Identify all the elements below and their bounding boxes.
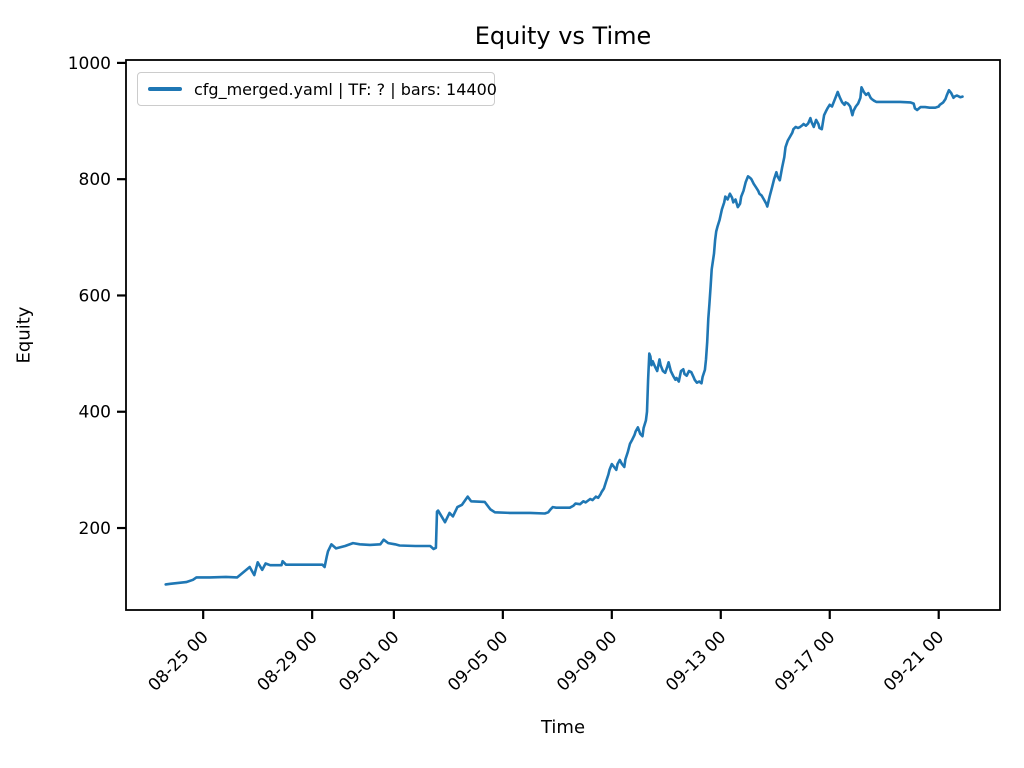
equity-line xyxy=(164,86,964,586)
legend: cfg_merged.yaml | TF: ? | bars: 14400 xyxy=(137,72,497,106)
legend-label: cfg_merged.yaml | TF: ? | bars: 14400 xyxy=(194,79,497,99)
axes-spines xyxy=(125,59,1001,611)
x-tick-label: 09-05 00 xyxy=(444,627,512,695)
legend-line-swatch xyxy=(148,87,182,91)
y-tick-label: 1000 xyxy=(68,54,111,74)
x-tick-label: 09-21 00 xyxy=(880,627,948,695)
x-tick-label: 09-17 00 xyxy=(771,627,839,695)
x-tick-label: 08-25 00 xyxy=(145,627,213,695)
y-tick-label: 200 xyxy=(79,519,111,539)
x-tick-label: 09-09 00 xyxy=(553,627,621,695)
chart-title: Equity vs Time xyxy=(474,22,652,50)
y-tick-label: 800 xyxy=(79,170,111,190)
x-tick-label: 09-01 00 xyxy=(335,627,403,695)
y-axis-label: Equity xyxy=(13,306,35,364)
x-axis-label: Time xyxy=(540,717,586,738)
x-tick-label: 08-29 00 xyxy=(253,627,321,695)
y-tick-label: 600 xyxy=(79,286,111,306)
y-tick-label: 400 xyxy=(79,403,111,423)
x-tick-label: 09-13 00 xyxy=(662,627,730,695)
